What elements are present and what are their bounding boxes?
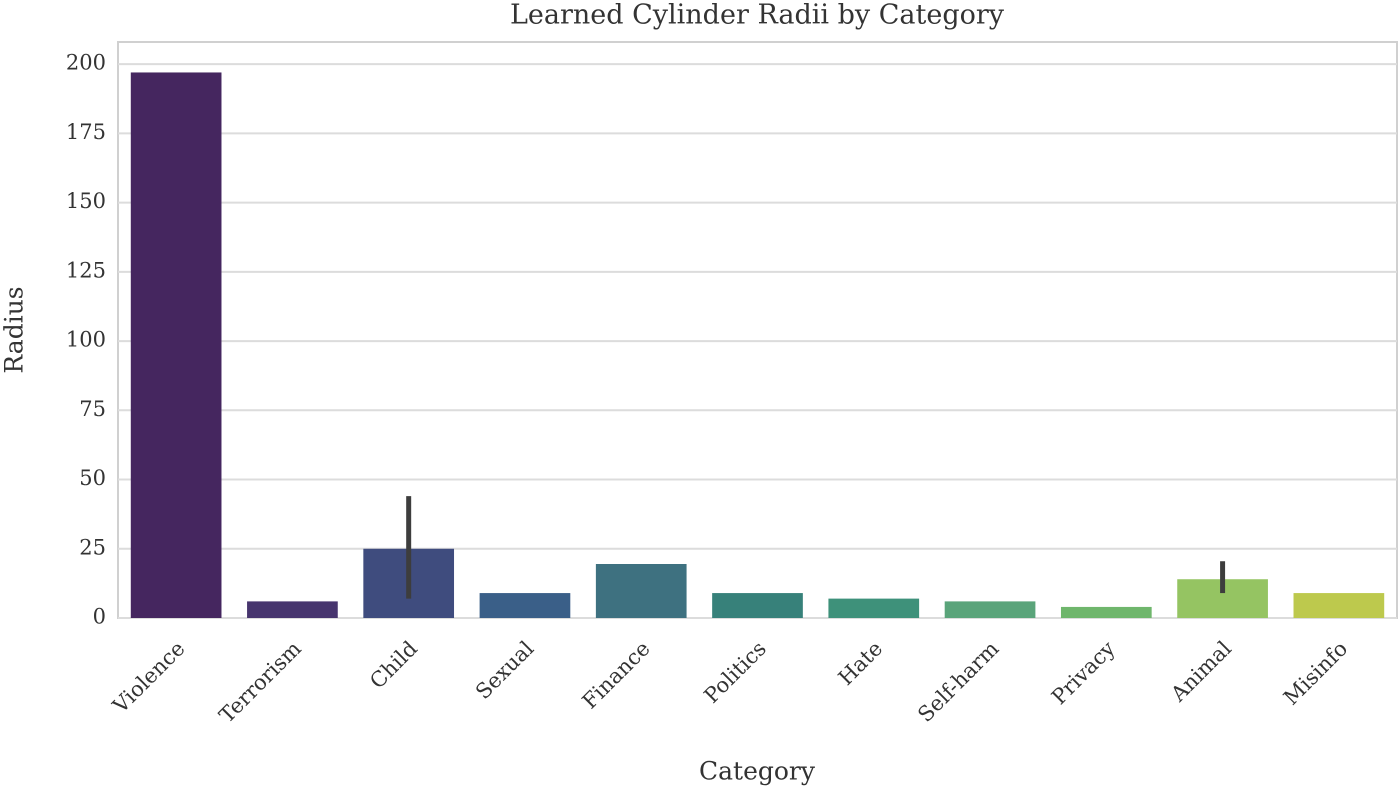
x-tick-label: Animal: [1166, 636, 1237, 707]
y-tick-label: 25: [79, 535, 106, 559]
bar: [1293, 593, 1385, 618]
y-tick-label: 0: [93, 605, 106, 629]
x-tick-label: Sexual: [471, 636, 539, 704]
bar: [712, 593, 803, 618]
bar: [247, 601, 338, 618]
x-tick-label: Self-harm: [913, 636, 1003, 726]
grid: [118, 63, 1397, 619]
x-tick-label: Violence: [108, 636, 190, 718]
y-axis-label: Radius: [0, 286, 29, 373]
x-tick-label: Politics: [699, 636, 770, 707]
y-tick-label: 75: [79, 397, 106, 421]
y-tick-label: 150: [66, 189, 106, 213]
x-tick-label: Privacy: [1047, 636, 1120, 709]
bar: [828, 598, 920, 618]
x-tick-label: Hate: [834, 636, 888, 690]
chart-title: Learned Cylinder Radii by Category: [510, 0, 1005, 31]
bar: [1060, 606, 1152, 618]
x-tick-label: Misinfo: [1279, 636, 1352, 709]
bar: [944, 601, 1036, 618]
plot-frame: [117, 41, 1398, 619]
bar: [595, 564, 687, 618]
y-tick-label: 175: [66, 120, 106, 144]
x-axis-label: Category: [699, 757, 816, 786]
y-tick-label: 100: [66, 328, 106, 352]
y-tick-label: 200: [66, 51, 106, 75]
x-tick-label: Finance: [578, 636, 655, 713]
bar: [479, 593, 571, 618]
y-tick-label: 125: [66, 258, 106, 282]
bar: [130, 72, 222, 618]
bars: [130, 72, 1385, 618]
x-tick-label: Child: [365, 636, 422, 693]
x-tick-label: Terrorism: [215, 636, 306, 727]
y-tick-label: 50: [79, 466, 106, 490]
